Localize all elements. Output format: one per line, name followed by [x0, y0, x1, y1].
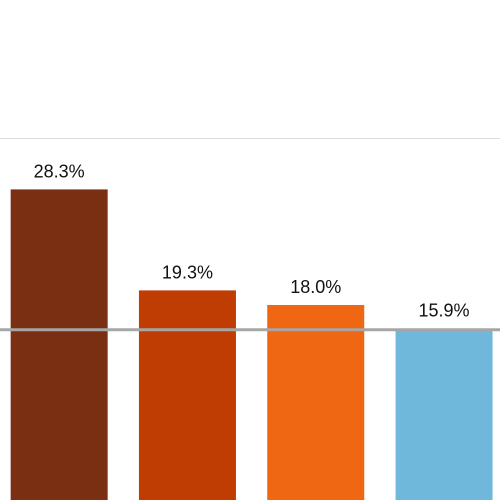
value-label: 18.0%: [290, 277, 341, 297]
bar: [267, 305, 365, 500]
bar: [10, 189, 108, 500]
value-label: 15.9%: [419, 301, 470, 321]
bar: [138, 290, 236, 500]
value-label: 19.3%: [162, 262, 213, 282]
value-label: 28.3%: [34, 161, 85, 181]
bar: [395, 328, 493, 500]
